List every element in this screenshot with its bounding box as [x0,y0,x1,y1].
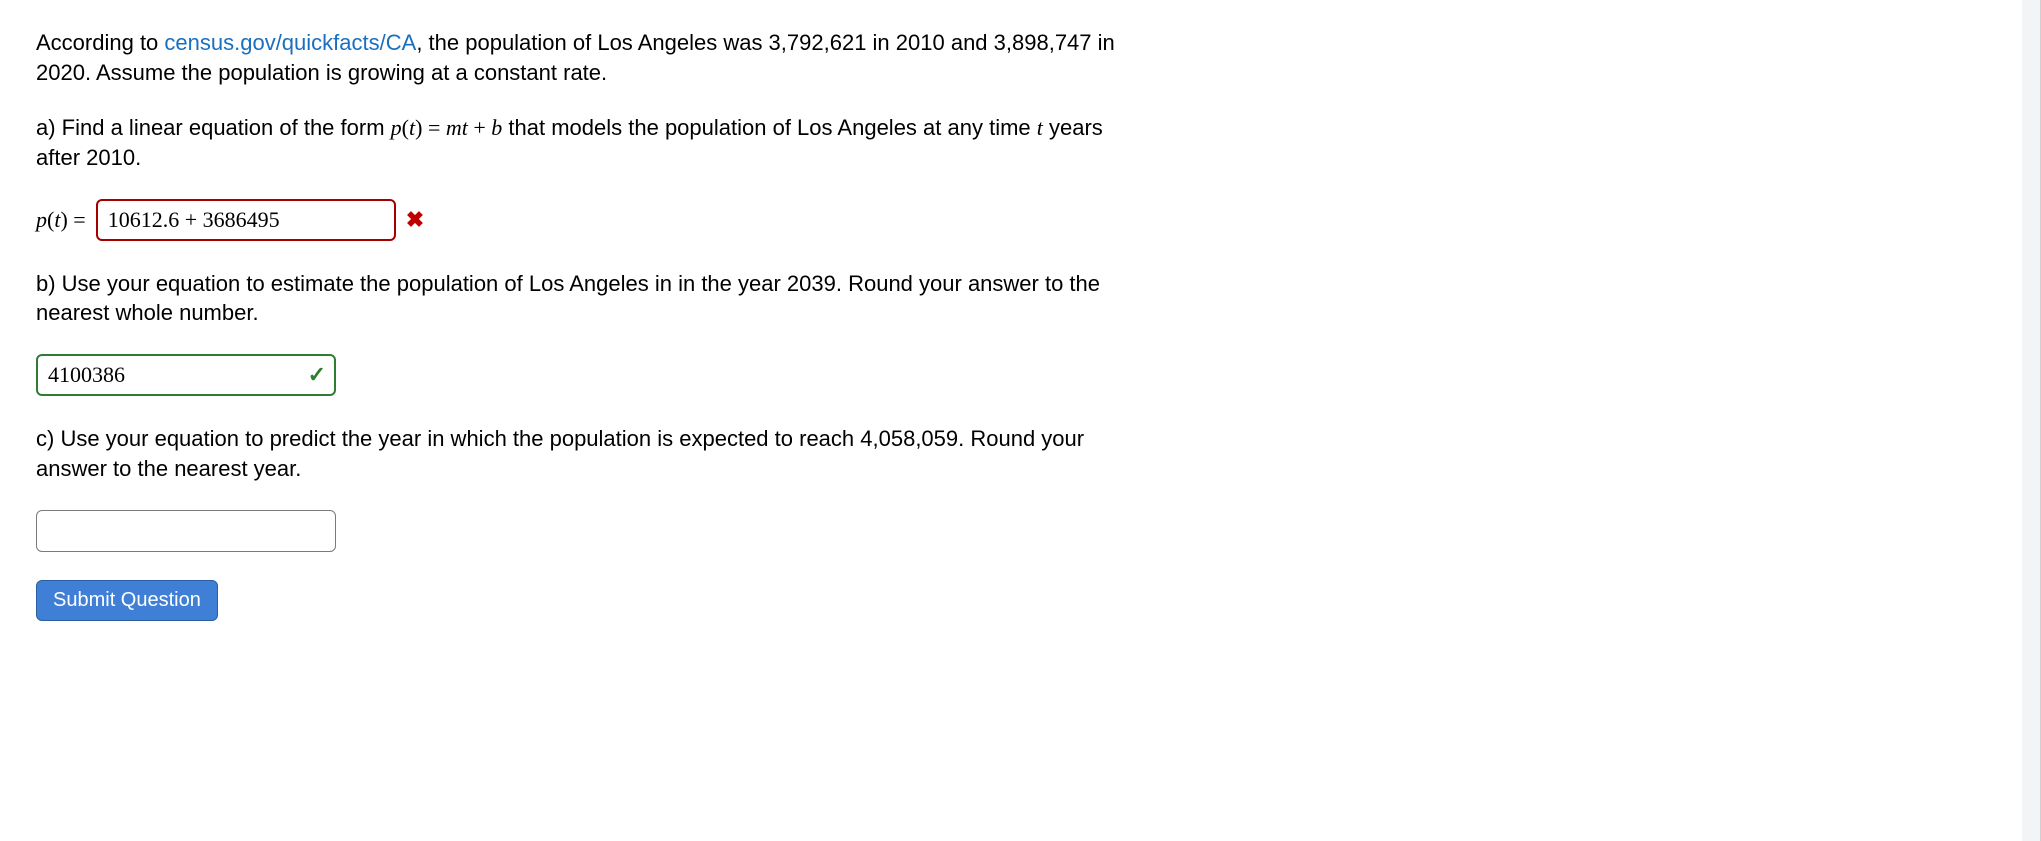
part-a-prefix: a) Find a linear equation of the form [36,115,391,140]
answer-a-label: p(t) = [36,207,86,233]
wrong-icon: ✖ [406,207,424,233]
eq-plus: + [468,115,491,140]
part-b-input[interactable] [36,354,336,396]
ans-p: p [36,207,47,232]
part-b-prompt: b) Use your equation to estimate the pop… [36,269,1116,328]
eq-open: ( [402,115,409,140]
census-link[interactable]: census.gov/quickfacts/CA [164,30,416,55]
part-c-answer-row [36,510,2004,552]
part-c-input[interactable] [36,510,336,552]
ans-eq: = [68,207,86,232]
intro-paragraph: According to census.gov/quickfacts/CA, t… [36,28,1116,87]
eq-m: m [446,115,462,140]
part-a-suffix1: that models the population of Los Angele… [502,115,1036,140]
part-a-answer-row: p(t) = ✖ [36,199,2004,241]
eq-b: b [491,115,502,140]
part-c-prompt: c) Use your equation to predict the year… [36,424,1116,483]
submit-question-button[interactable]: Submit Question [36,580,218,621]
question-panel: According to census.gov/quickfacts/CA, t… [0,0,2041,841]
eq-equals: = [422,115,445,140]
correct-icon: ✓ [308,362,326,388]
ans-close: ) [60,207,67,232]
intro-pre: According to [36,30,164,55]
part-b-answer-row: ✓ [36,354,2004,396]
eq-p: p [391,115,402,140]
part-a-input[interactable] [96,199,396,241]
part-a-prompt: a) Find a linear equation of the form p(… [36,113,1116,172]
